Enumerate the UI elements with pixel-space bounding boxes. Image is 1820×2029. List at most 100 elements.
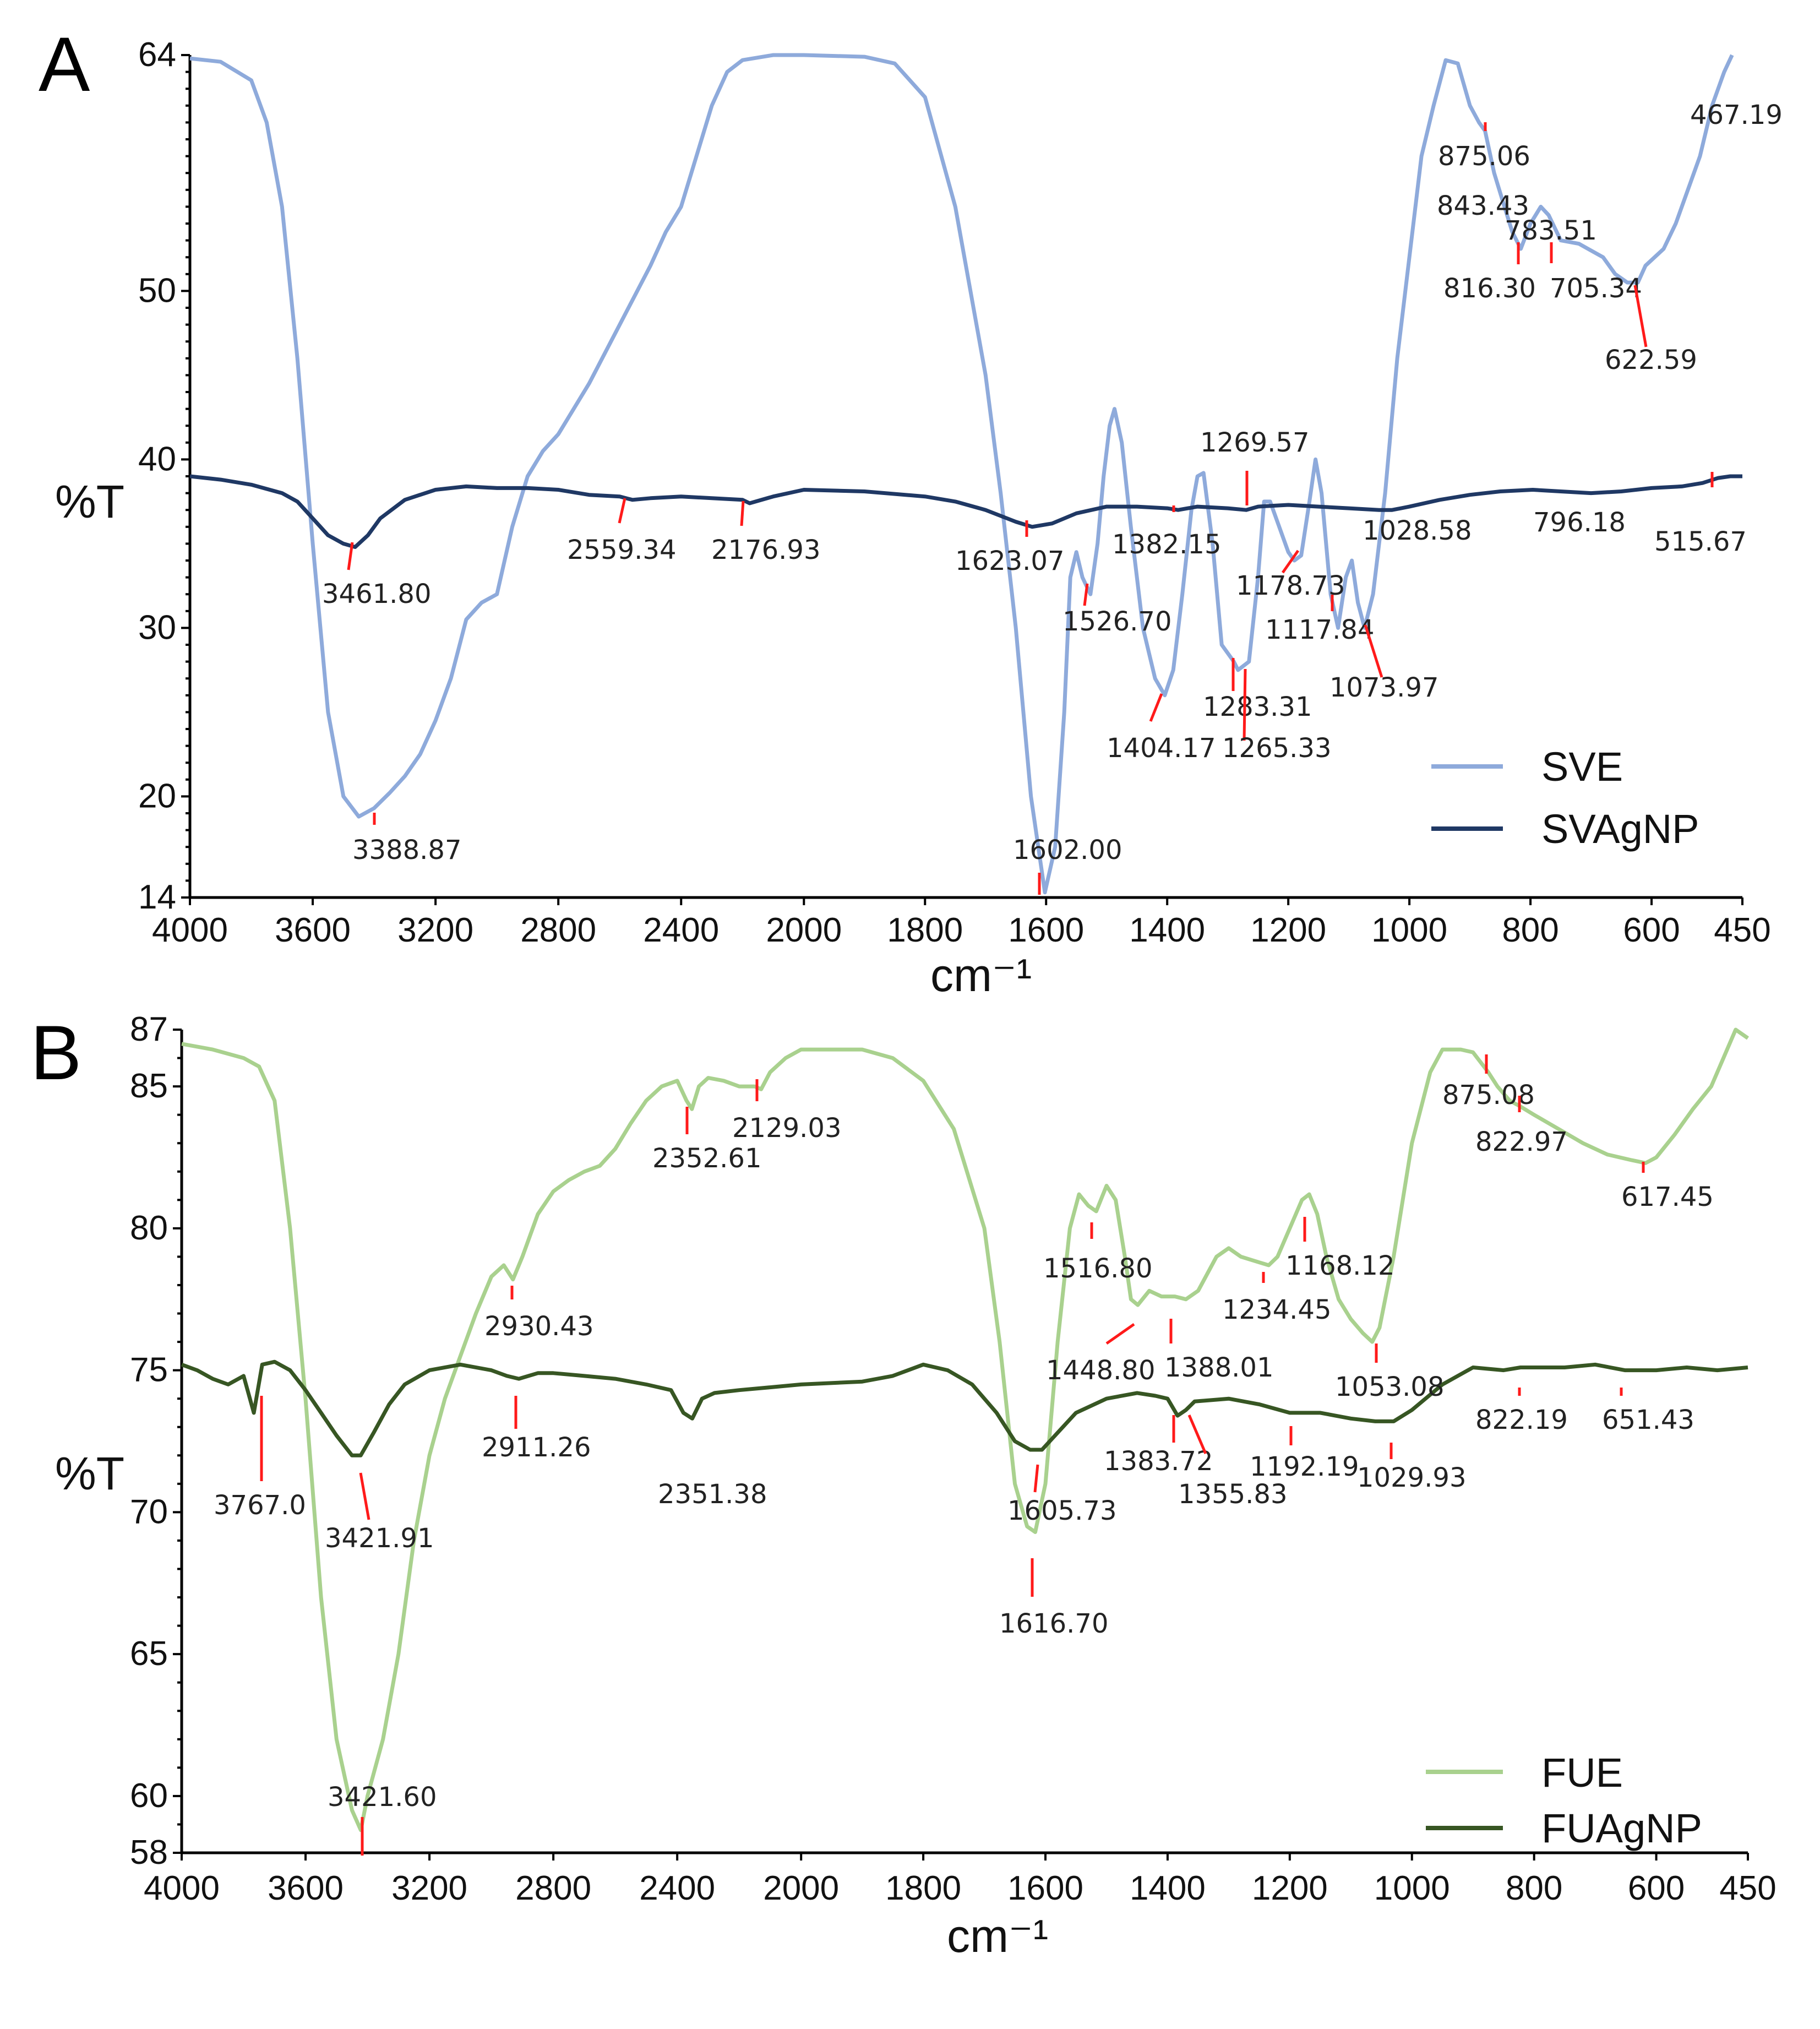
panel-b-x-ticks: 4000 3600 3200 2800 2400 2000 1800 1600 1400 1200…	[144, 1853, 1777, 1907]
peak-label: 1269.57	[1200, 427, 1310, 458]
peak-marker	[1149, 693, 1163, 722]
peak-label: 3461.80	[322, 579, 432, 610]
panel-a-x-ticks: 4000 3600 3200 2800 2400 2000 1800 1600 1400 1200…	[152, 897, 1771, 949]
y-tick-label: 50	[138, 271, 176, 309]
peak-label: 2176.93	[711, 535, 821, 565]
x-tick-label: 1600	[1007, 1869, 1083, 1907]
x-tick-label: 2000	[766, 911, 842, 949]
series-line-fuagnp	[181, 1359, 1748, 1457]
peak-label: 2559.34	[567, 535, 677, 565]
x-tick-label: 1800	[885, 1869, 961, 1907]
peak-marker	[1281, 550, 1300, 574]
peak-label: 1028.58	[1363, 515, 1472, 546]
panel-a: A 4000 3600 3200 2800 2400 2000 1800 1600 1400 12…	[39, 21, 1783, 1001]
y-tick-label: 60	[130, 1777, 168, 1815]
peak-label: 3388.87	[352, 835, 462, 866]
y-tick-label: 64	[138, 36, 176, 74]
peak-marker	[1187, 1415, 1207, 1454]
peak-label: 822.97	[1475, 1127, 1568, 1157]
x-tick-label: 2400	[639, 1869, 715, 1907]
y-tick-label: 87	[130, 1010, 168, 1048]
peak-label: 1623.07	[955, 546, 1065, 576]
peak-label: 1448.80	[1046, 1355, 1156, 1386]
peak-label: 783.51	[1505, 215, 1597, 246]
peak-label: 1117.84	[1265, 614, 1375, 645]
panel-b-series	[181, 1027, 1750, 1832]
y-tick-label: 85	[130, 1067, 168, 1105]
panel-a-series	[189, 53, 1742, 895]
peak-label: 622.59	[1605, 345, 1697, 376]
y-tick-label: 40	[138, 440, 176, 478]
panel-a-x-axis-title: cm⁻¹	[930, 949, 1032, 1001]
peak-label: 796.18	[1533, 507, 1626, 538]
peak-label: 843.43	[1437, 191, 1529, 221]
x-tick-label: 600	[1628, 1869, 1685, 1907]
y-tick-label: 75	[130, 1351, 168, 1389]
panel-b-y-axis-title: %T	[55, 1448, 124, 1499]
x-tick-label: 1200	[1250, 911, 1326, 949]
x-tick-label: 1400	[1129, 911, 1205, 949]
x-tick-label: 2800	[515, 1869, 591, 1907]
peak-label: 3421.91	[325, 1523, 434, 1554]
peak-marker	[1364, 624, 1383, 678]
peak-label: 1605.73	[1007, 1495, 1117, 1526]
panel-b-peak-labels: 3767.0 3421.91 3421.60 2930.43 2911.26 2…	[214, 1054, 1714, 1856]
x-tick-label: 1400	[1130, 1869, 1206, 1907]
x-tick-label: 3600	[275, 911, 351, 949]
peak-label: 617.45	[1621, 1182, 1714, 1212]
panel-b-y-ticks: 58 60 65 70 75 80 85 87	[130, 1010, 182, 1872]
peak-marker	[359, 1472, 370, 1520]
peak-label: 1616.70	[999, 1608, 1109, 1639]
legend-label-sve: SVE	[1541, 744, 1623, 790]
legend-label-fue: FUE	[1541, 1750, 1623, 1796]
panel-a-y-axis-title: %T	[55, 476, 124, 527]
peak-label: 1355.83	[1178, 1479, 1288, 1510]
peak-label: 1602.00	[1013, 835, 1122, 866]
peak-label: 2930.43	[484, 1311, 594, 1342]
peak-label: 875.08	[1442, 1080, 1535, 1111]
peak-label: 1382.15	[1112, 529, 1222, 560]
y-tick-label: 58	[130, 1834, 168, 1872]
peak-marker	[1633, 285, 1648, 347]
y-tick-label: 20	[138, 777, 176, 815]
panel-a-legend: SVE SVAgNP	[1431, 744, 1699, 852]
panel-a-letter: A	[39, 21, 90, 107]
panel-b-letter: B	[30, 1009, 81, 1096]
legend-label-fuagnp: FUAgNP	[1541, 1805, 1702, 1851]
peak-label: 2352.61	[652, 1143, 762, 1174]
x-tick-label: 2800	[520, 911, 596, 949]
peak-label: 2351.38	[658, 1479, 767, 1510]
x-tick-label: 600	[1623, 911, 1680, 949]
x-tick-label: 450	[1714, 911, 1770, 949]
peak-label: 1053.08	[1335, 1372, 1445, 1402]
x-tick-label: 450	[1719, 1869, 1776, 1907]
x-tick-label: 3200	[397, 911, 473, 949]
peak-label: 1029.93	[1357, 1462, 1467, 1493]
x-tick-label: 800	[1502, 911, 1559, 949]
x-tick-label: 2000	[763, 1869, 839, 1907]
peak-label: 2129.03	[732, 1113, 842, 1144]
legend-label-svagnp: SVAgNP	[1541, 806, 1699, 852]
peak-label: 1234.45	[1222, 1294, 1332, 1325]
peak-label: 1516.80	[1043, 1253, 1153, 1284]
panel-a-peak-labels: 3461.80 3388.87 2559.34 2176.93 1623.07 …	[322, 100, 1783, 895]
x-tick-label: 1800	[887, 911, 963, 949]
x-tick-label: 1600	[1008, 911, 1084, 949]
x-tick-label: 1000	[1371, 911, 1447, 949]
peak-label: 3767.0	[214, 1490, 306, 1521]
series-line-sve	[189, 53, 1734, 895]
peak-label: 705.34	[1550, 273, 1642, 304]
peak-label: 1192.19	[1250, 1451, 1359, 1482]
peak-label: 3421.60	[328, 1782, 437, 1813]
panel-b-x-axis-title: cm⁻¹	[947, 1910, 1048, 1962]
peak-label: 875.06	[1438, 141, 1530, 172]
peak-label: 2911.26	[482, 1432, 591, 1463]
peak-marker	[1033, 1464, 1039, 1493]
peak-label: 1178.73	[1236, 570, 1345, 601]
peak-label: 1265.33	[1222, 733, 1332, 764]
peak-label: 515.67	[1654, 526, 1747, 557]
x-tick-label: 4000	[144, 1869, 220, 1907]
peak-marker	[1105, 1323, 1135, 1345]
panel-b: B 4000 3600 3200 2800 2400 2000 1800 1600 1400 12…	[30, 1009, 1777, 1962]
